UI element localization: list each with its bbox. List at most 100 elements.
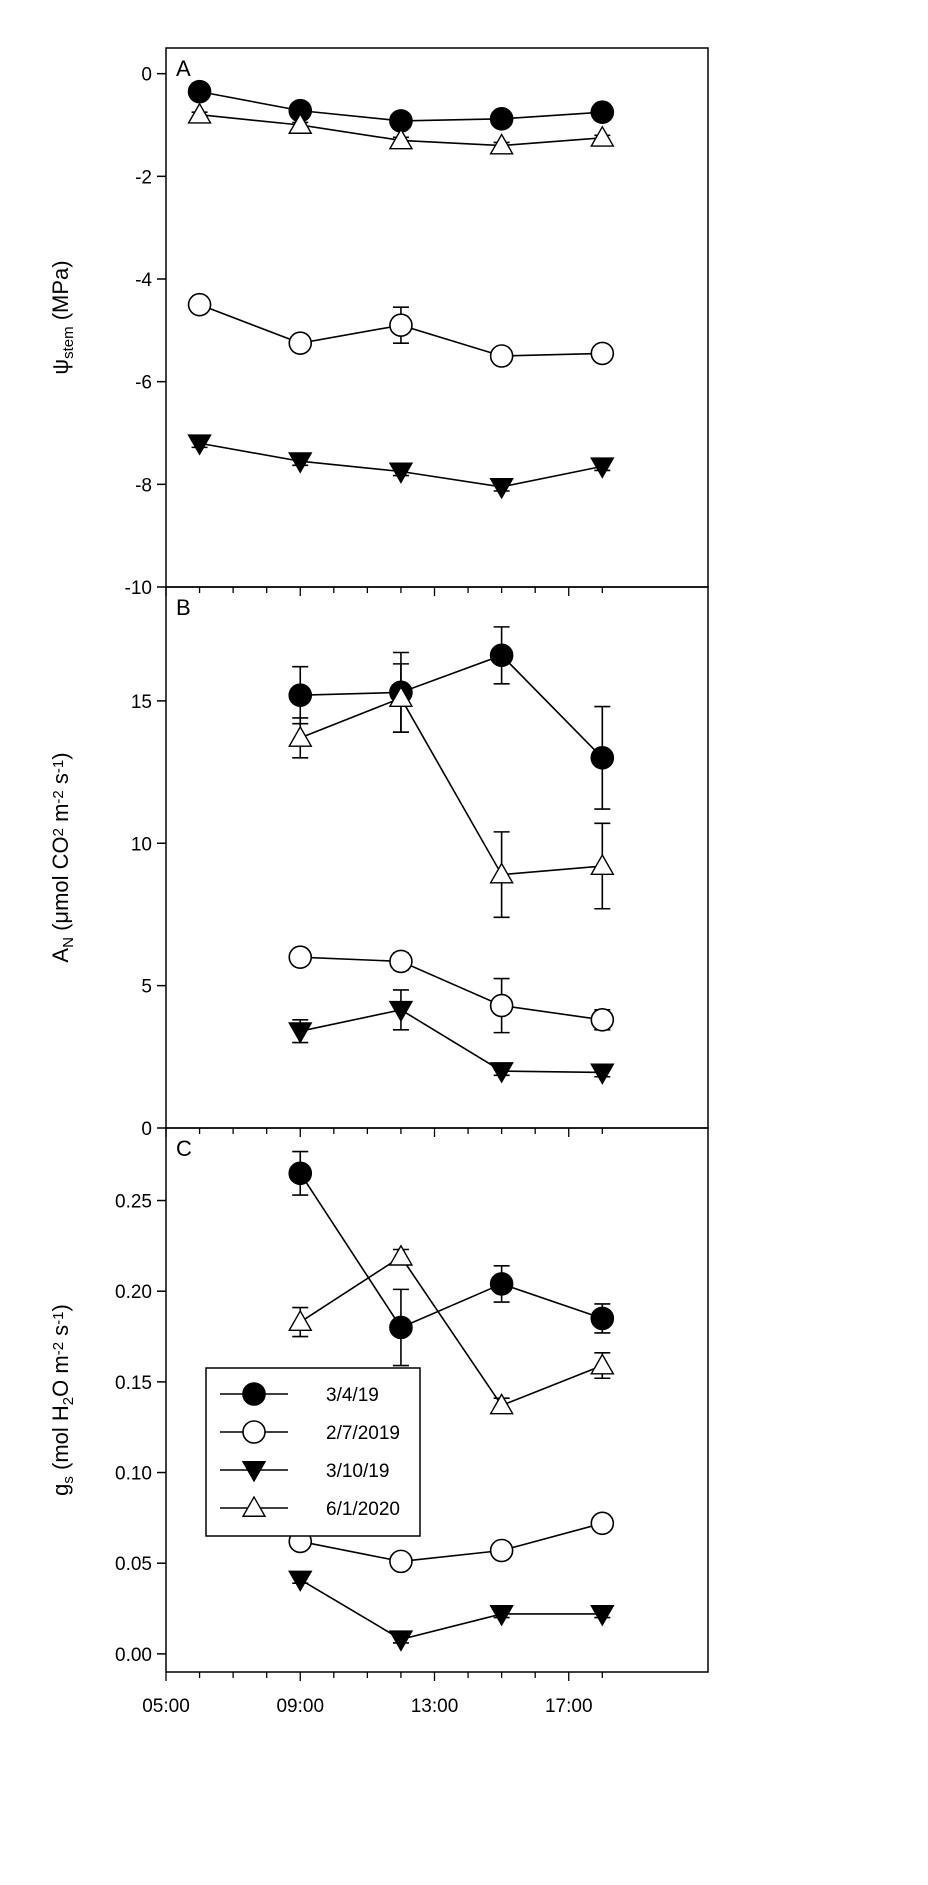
y-tick-label: -4	[135, 270, 152, 291]
y-tick-label: 0.20	[115, 1282, 152, 1303]
y-title-main: g	[48, 1484, 73, 1496]
y-axis-title: gs (mol H2O m-2 s-1)	[48, 1304, 77, 1496]
data-point	[489, 1062, 514, 1084]
series-line	[300, 1522, 603, 1563]
data-point	[389, 1315, 413, 1340]
data-point	[288, 683, 313, 708]
y-tick-label: -6	[135, 373, 152, 394]
y-tick-label: 15	[131, 692, 152, 713]
data-point	[489, 1538, 514, 1563]
series-line	[299, 697, 603, 876]
y-tick-label: 5	[141, 977, 152, 998]
data-point	[590, 125, 615, 147]
y-title-subscript: s	[60, 1476, 77, 1484]
y-tick-label: 0.10	[115, 1464, 152, 1485]
y-tick-label: -8	[135, 475, 152, 496]
y-tick-label: 0.25	[115, 1192, 152, 1213]
plot-frame	[165, 1127, 709, 1673]
series-3-4-19	[288, 1150, 615, 1367]
legend-marker	[242, 1382, 266, 1406]
data-point	[288, 1022, 313, 1044]
y-tick-label: 0	[141, 65, 152, 86]
y-tick-label: 10	[131, 834, 152, 855]
legend-label: 2/7/2019	[326, 1423, 400, 1444]
y-title-superscript: -2	[50, 790, 67, 803]
series-6-1-2020	[288, 663, 615, 919]
y-title-subscript: stem	[60, 326, 77, 359]
data-point	[489, 643, 514, 668]
y-title-main: A	[48, 948, 73, 963]
legend-marker	[242, 1420, 266, 1444]
data-point	[489, 1272, 514, 1296]
series-6-1-2020	[288, 1244, 615, 1415]
data-point	[288, 1161, 313, 1186]
data-point	[590, 746, 615, 770]
data-point	[288, 945, 313, 969]
y-title-text: O m	[48, 1355, 73, 1397]
y-title-text: )	[48, 1304, 73, 1311]
y-title-text: (MPa)	[48, 260, 73, 326]
y-title-text: )	[48, 752, 73, 759]
y-tick-label: -2	[135, 167, 152, 188]
data-point	[489, 862, 514, 884]
series-2-7-2019	[288, 945, 615, 1034]
data-point	[590, 1063, 615, 1085]
data-point	[489, 1605, 514, 1627]
y-axis-title: AN (μmol CO2 m-2 s-1)	[48, 752, 77, 962]
y-tick-label: 0	[141, 1119, 152, 1140]
y-title-superscript: -1	[50, 760, 67, 773]
x-tick-label: 13:00	[411, 1696, 459, 1717]
legend-marker	[241, 1461, 267, 1483]
series-line	[300, 654, 603, 759]
y-title-main: ψ	[48, 359, 73, 375]
series-line	[299, 1255, 603, 1407]
data-point	[388, 462, 414, 484]
data-point	[489, 993, 514, 1018]
data-point	[489, 1393, 514, 1415]
data-point	[489, 133, 514, 155]
data-point	[590, 1511, 615, 1536]
data-point	[590, 457, 615, 479]
data-point	[590, 853, 615, 875]
data-point	[590, 1605, 615, 1627]
data-point	[388, 1000, 414, 1023]
data-point	[590, 1353, 615, 1375]
legend: 3/4/19 2/7/2019 3/10/19 6/1/2020	[205, 1367, 421, 1537]
series-3-10-19	[288, 1570, 615, 1652]
y-tick-label: 0.15	[115, 1373, 152, 1394]
series-line	[299, 1172, 603, 1329]
data-point	[187, 292, 212, 317]
legend-label: 3/4/19	[326, 1385, 379, 1406]
data-point	[489, 477, 514, 500]
series-3-4-19	[288, 626, 615, 810]
data-point	[288, 331, 313, 355]
legend-marker	[241, 1495, 267, 1517]
data-point	[288, 1309, 313, 1331]
data-point	[288, 452, 313, 474]
y-axis-title: ψstem (MPa)	[48, 260, 77, 374]
y-tick-label: 0.05	[115, 1554, 152, 1575]
data-point	[389, 1549, 413, 1574]
data-point	[590, 1007, 615, 1032]
data-point	[388, 1630, 414, 1652]
data-point	[389, 313, 413, 338]
y-tick-label: 0.00	[115, 1645, 152, 1666]
data-point	[187, 79, 212, 104]
y-title-text: s	[48, 773, 73, 790]
data-point	[388, 127, 414, 150]
series-line	[300, 1008, 603, 1074]
data-point	[590, 100, 615, 124]
series-6-1-2020	[187, 102, 615, 155]
y-title-subscript: 2	[60, 1397, 77, 1405]
x-tick-label: 05:00	[142, 1696, 190, 1717]
series-2-7-2019	[187, 292, 615, 368]
y-title-text: s	[48, 1325, 73, 1342]
data-point	[590, 341, 615, 366]
data-point	[187, 102, 212, 124]
x-tick-label: 17:00	[545, 1696, 593, 1717]
panel-label: A	[176, 56, 191, 81]
legend-entry: 6/1/2020	[220, 1495, 400, 1520]
